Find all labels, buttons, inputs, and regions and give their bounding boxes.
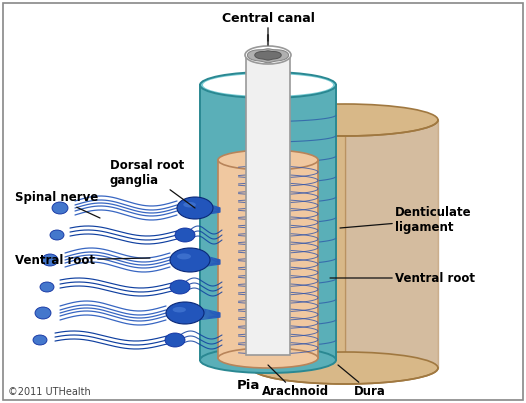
Text: Dura: Dura bbox=[338, 365, 386, 398]
Ellipse shape bbox=[170, 248, 210, 272]
Ellipse shape bbox=[166, 302, 204, 324]
Ellipse shape bbox=[52, 202, 68, 214]
Text: Denticulate
ligament: Denticulate ligament bbox=[340, 206, 472, 234]
Ellipse shape bbox=[177, 197, 213, 219]
Ellipse shape bbox=[35, 307, 51, 319]
Ellipse shape bbox=[50, 230, 64, 240]
Ellipse shape bbox=[183, 202, 196, 208]
Ellipse shape bbox=[218, 150, 318, 170]
Ellipse shape bbox=[252, 104, 438, 136]
Text: Ventral root: Ventral root bbox=[15, 253, 150, 266]
Ellipse shape bbox=[165, 333, 185, 347]
Ellipse shape bbox=[173, 307, 186, 312]
Ellipse shape bbox=[245, 46, 291, 64]
Text: ©2011 UTHealth: ©2011 UTHealth bbox=[8, 387, 91, 397]
Ellipse shape bbox=[200, 72, 336, 98]
Ellipse shape bbox=[33, 335, 47, 345]
Ellipse shape bbox=[252, 352, 438, 384]
Bar bbox=[246, 55, 290, 355]
Ellipse shape bbox=[246, 47, 290, 63]
Polygon shape bbox=[255, 51, 281, 60]
Bar bbox=[200, 85, 336, 360]
Text: Dorsal root
ganglia: Dorsal root ganglia bbox=[110, 159, 195, 208]
Ellipse shape bbox=[42, 254, 58, 266]
Polygon shape bbox=[345, 120, 438, 368]
Text: Arachnoid: Arachnoid bbox=[261, 365, 329, 398]
Ellipse shape bbox=[177, 253, 191, 260]
Ellipse shape bbox=[200, 347, 336, 373]
Ellipse shape bbox=[40, 282, 54, 292]
Text: Ventral root: Ventral root bbox=[330, 272, 475, 285]
Ellipse shape bbox=[218, 348, 318, 368]
Polygon shape bbox=[247, 49, 289, 62]
Ellipse shape bbox=[175, 228, 195, 242]
Ellipse shape bbox=[203, 74, 333, 96]
Text: Spinal nerve: Spinal nerve bbox=[15, 191, 100, 218]
Text: Pia: Pia bbox=[236, 379, 260, 392]
Ellipse shape bbox=[170, 280, 190, 294]
Bar bbox=[218, 160, 318, 358]
Text: Central canal: Central canal bbox=[221, 12, 315, 41]
